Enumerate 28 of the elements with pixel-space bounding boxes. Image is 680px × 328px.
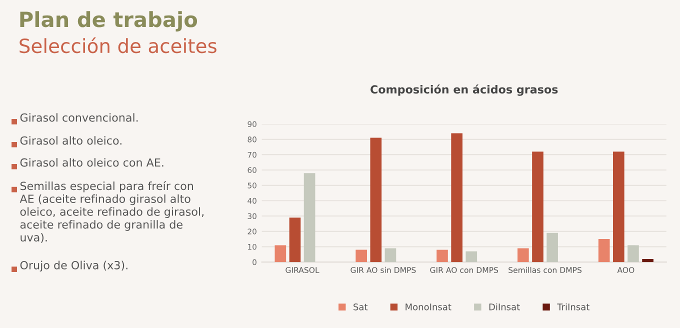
bar [451, 133, 462, 262]
bar [274, 245, 286, 262]
bar [370, 138, 382, 262]
text: Girasol alto oleico. [20, 136, 122, 145]
bar [628, 245, 639, 262]
legend-label: TriInsat [557, 303, 590, 310]
bar [304, 173, 316, 262]
bar [289, 218, 301, 262]
bar [612, 152, 624, 262]
text: Semillas especial para freír con AE (aceite refinado girasol alto oleico, aceite refinado de girasol, aceite refinado de granilla de uva). [20, 181, 204, 243]
bar [532, 152, 544, 262]
bar [466, 251, 478, 262]
legend-label: DiInsat [489, 303, 520, 310]
text: Plan de trabajo [20, 11, 198, 32]
text: Orujo de Oliva (x3). [20, 260, 128, 272]
bar [598, 239, 610, 262]
legend-label: MonoInsat [406, 304, 452, 310]
bar [518, 248, 529, 262]
bar [546, 232, 558, 262]
legend-label: Sat [354, 304, 368, 310]
bar [356, 250, 367, 262]
bar [642, 259, 654, 262]
bar [436, 250, 448, 262]
text: Girasol convencional. [20, 113, 138, 122]
text: Girasol alto oleico con AE. [20, 158, 164, 167]
text: Selección de aceites [20, 37, 216, 54]
bar [384, 248, 396, 262]
chart-title: Composición en ácidos grasos [370, 84, 558, 96]
